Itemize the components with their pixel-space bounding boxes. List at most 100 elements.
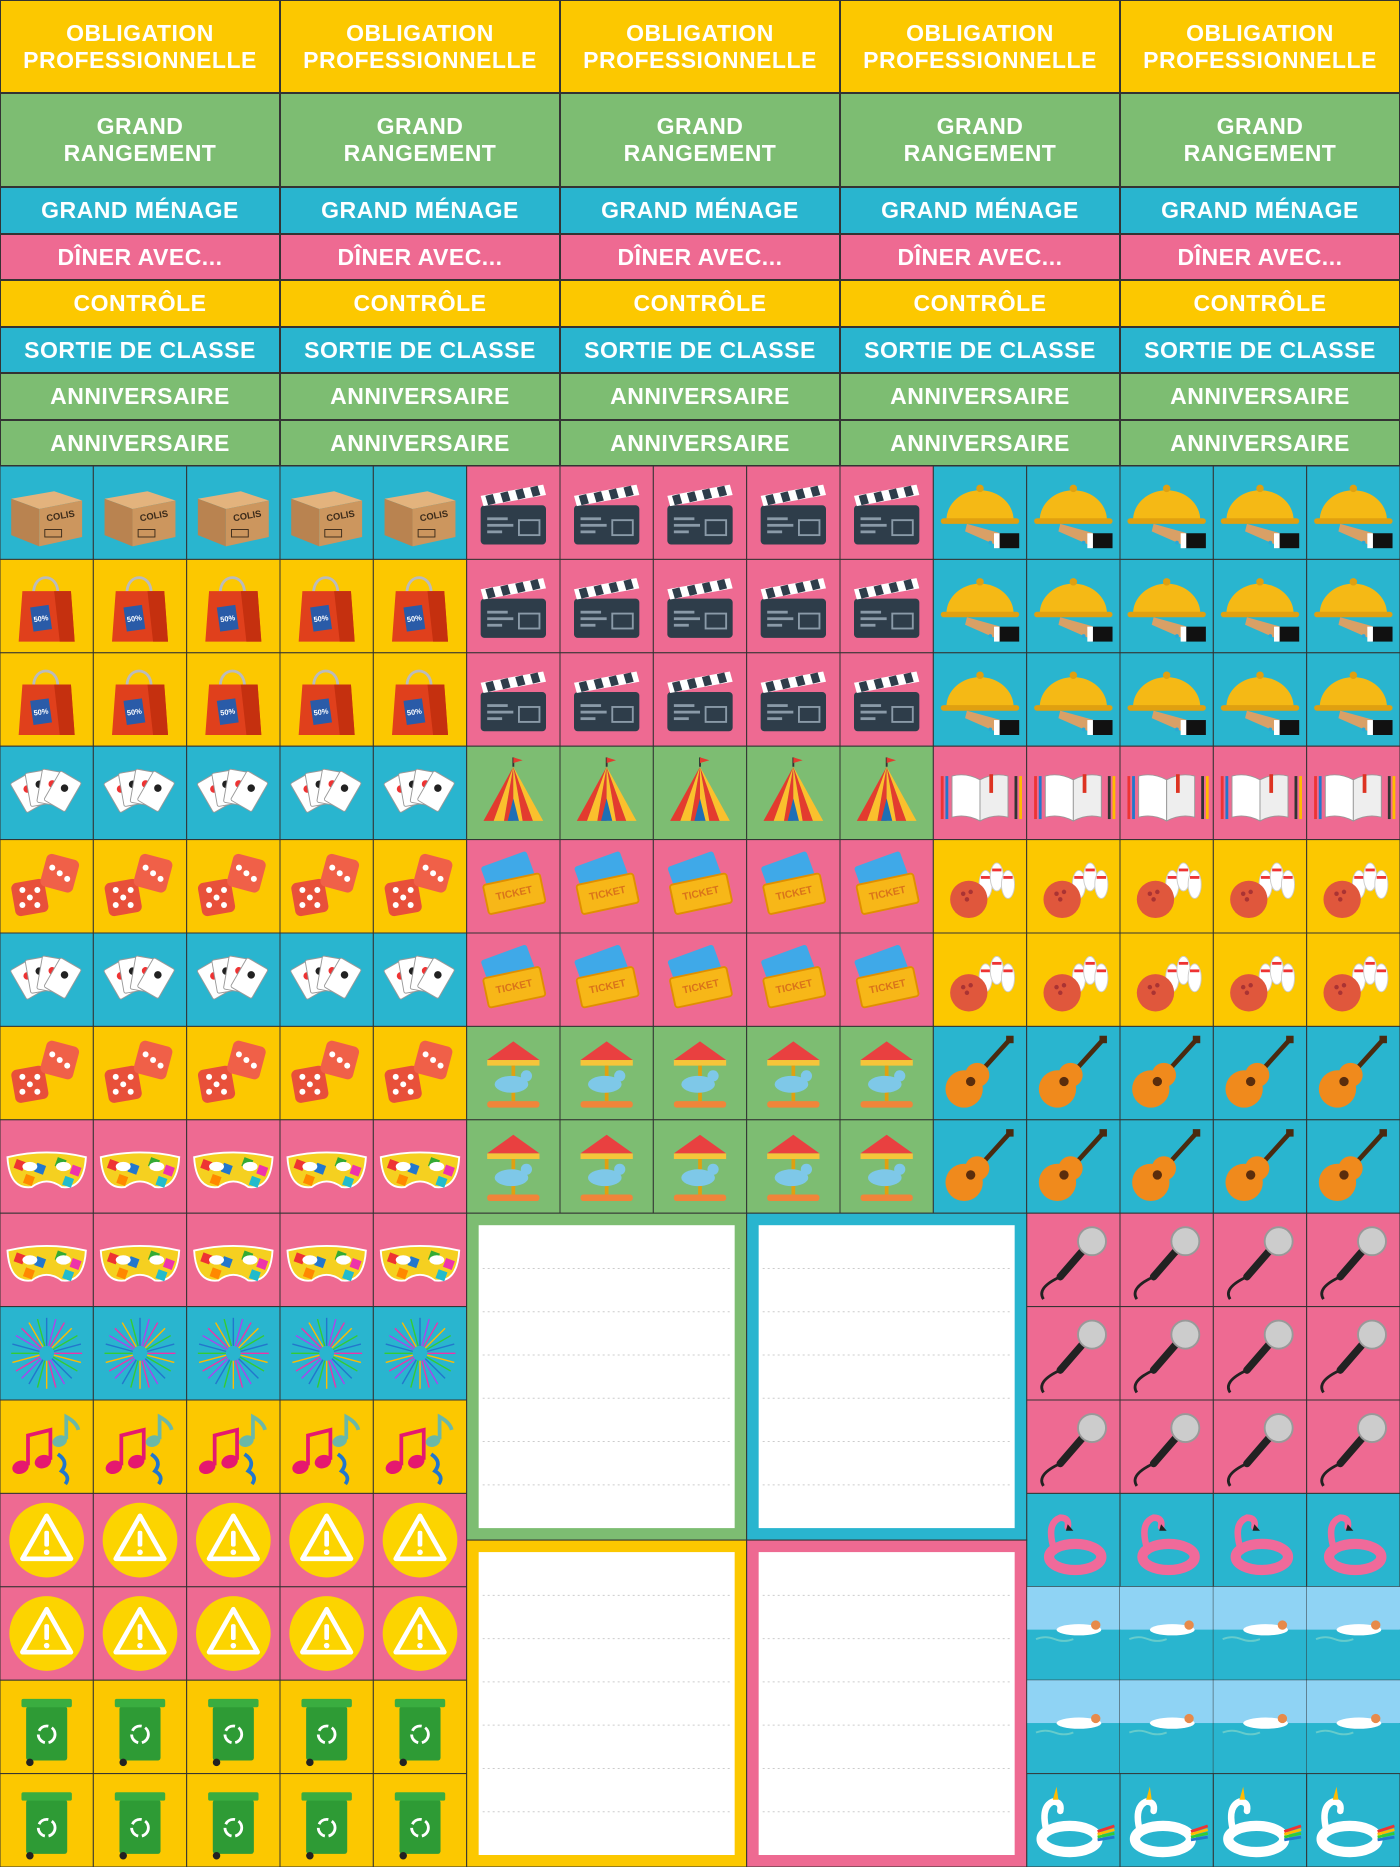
icon-shape <box>1087 626 1093 642</box>
label-sticker: DÎNER AVEC... <box>1120 234 1400 280</box>
icon-shape <box>1081 634 1086 638</box>
icon-shape <box>487 1101 540 1108</box>
icon-shape <box>860 717 876 721</box>
icon-shape <box>392 901 399 908</box>
icon-shape <box>575 872 640 915</box>
icon-shape <box>1245 617 1281 638</box>
icon-shape <box>580 617 607 621</box>
label-sticker: OBLIGATION PROFESSIONNELLE <box>840 0 1120 93</box>
icon-shape <box>198 1354 227 1364</box>
label-text: OBLIGATION PROFESSIONNELLE <box>583 19 817 73</box>
sticker-icon <box>292 1413 361 1486</box>
icon-shape <box>873 491 884 503</box>
icon-shape <box>1035 1636 1074 1642</box>
icon-shape <box>487 610 508 614</box>
icon-shape <box>860 623 876 627</box>
icon-shape <box>145 1435 161 1447</box>
sticker-icon: 50% <box>392 576 448 642</box>
icon-shape <box>119 1427 146 1466</box>
icon-shape <box>1127 705 1206 711</box>
label-text: ANNIVERSAIRE <box>50 429 230 456</box>
sticker-icon <box>1213 1586 1307 1681</box>
label-text: ANNIVERSAIRE <box>330 383 510 409</box>
icon-shape <box>623 672 634 684</box>
sticker-icon <box>290 768 362 813</box>
icon-shape <box>1367 533 1373 549</box>
icon-shape <box>1345 1524 1354 1531</box>
sticker-icon <box>1213 1680 1307 1774</box>
sticker-icon <box>854 484 920 545</box>
icon-shape <box>216 604 239 632</box>
icon-shape <box>223 1817 244 1838</box>
sticker-icon <box>1133 1319 1201 1394</box>
icon-shape <box>994 533 1000 549</box>
icon-shape <box>1362 774 1367 793</box>
icon-shape <box>1097 1832 1115 1839</box>
icon-shape <box>223 1318 233 1347</box>
icon-shape <box>230 770 269 812</box>
icon-shape <box>1263 1413 1294 1443</box>
icon-shape <box>342 1175 355 1188</box>
icon-shape <box>670 766 700 821</box>
label-sticker: GRAND MÉNAGE <box>280 187 560 234</box>
icon-shape <box>1133 1462 1155 1487</box>
sticker-icon <box>1220 671 1300 735</box>
icon-shape <box>69 1258 82 1271</box>
icon-shape <box>1151 897 1156 902</box>
icon-shape <box>1341 983 1347 988</box>
icon-shape <box>231 1530 236 1547</box>
label-text: GRAND RANGEMENT <box>63 113 217 166</box>
icon-shape <box>114 1698 166 1708</box>
icon-shape <box>588 1169 622 1187</box>
icon-shape <box>765 494 776 506</box>
icon-shape <box>291 498 320 547</box>
icon-shape <box>221 1454 238 1469</box>
icon-shape <box>12 1343 40 1353</box>
icon-shape <box>1220 776 1224 820</box>
icon-shape <box>218 576 246 594</box>
icon-shape <box>421 1360 430 1388</box>
icon-shape <box>340 784 349 792</box>
icon-shape <box>1058 523 1094 545</box>
icon-shape <box>704 706 728 723</box>
sticker-icon: COLIS <box>197 491 269 547</box>
label-row: GRAND RANGEMENT GRAND RANGEMENT GRAND RANG… <box>0 93 1400 187</box>
icon-shape <box>112 1073 119 1080</box>
label-text: DÎNER AVEC... <box>897 243 1063 270</box>
icon-shape <box>1376 969 1386 973</box>
sticker-icon <box>940 774 1022 822</box>
icon-shape <box>114 1792 166 1801</box>
icon-shape <box>238 1327 259 1349</box>
sticker-icon <box>1127 671 1206 735</box>
icon-shape <box>1336 1244 1369 1281</box>
icon-shape <box>903 579 914 591</box>
icon-shape <box>673 1060 727 1066</box>
icon-shape <box>314 1454 332 1469</box>
icon-shape <box>213 1081 220 1088</box>
label-text: DÎNER AVEC... <box>57 243 223 270</box>
icon-shape <box>56 1452 70 1486</box>
icon-shape <box>1056 1624 1102 1636</box>
sticker-icon <box>1320 1226 1387 1300</box>
icon-shape <box>810 485 821 497</box>
icon-shape <box>1281 869 1296 899</box>
icon-shape <box>214 1359 231 1385</box>
sticker-icon <box>197 768 269 813</box>
icon-shape <box>51 1358 73 1379</box>
icon-shape <box>69 1164 82 1177</box>
sticker-icon: TICKET <box>667 851 733 915</box>
icon-shape <box>868 1075 902 1093</box>
icon-shape <box>673 623 689 627</box>
icon-shape <box>393 1513 447 1562</box>
icon-shape <box>1324 774 1354 822</box>
icon-shape <box>235 1051 242 1058</box>
icon-shape <box>998 626 1020 642</box>
icon-shape <box>903 485 914 497</box>
icon-shape <box>988 634 993 638</box>
icon-shape <box>673 1153 727 1160</box>
icon-shape <box>435 1175 448 1188</box>
icon-shape <box>1260 969 1271 973</box>
sticker-icon <box>1043 1514 1107 1576</box>
sticker-icon <box>384 1317 456 1389</box>
icon-shape <box>1332 1786 1339 1800</box>
